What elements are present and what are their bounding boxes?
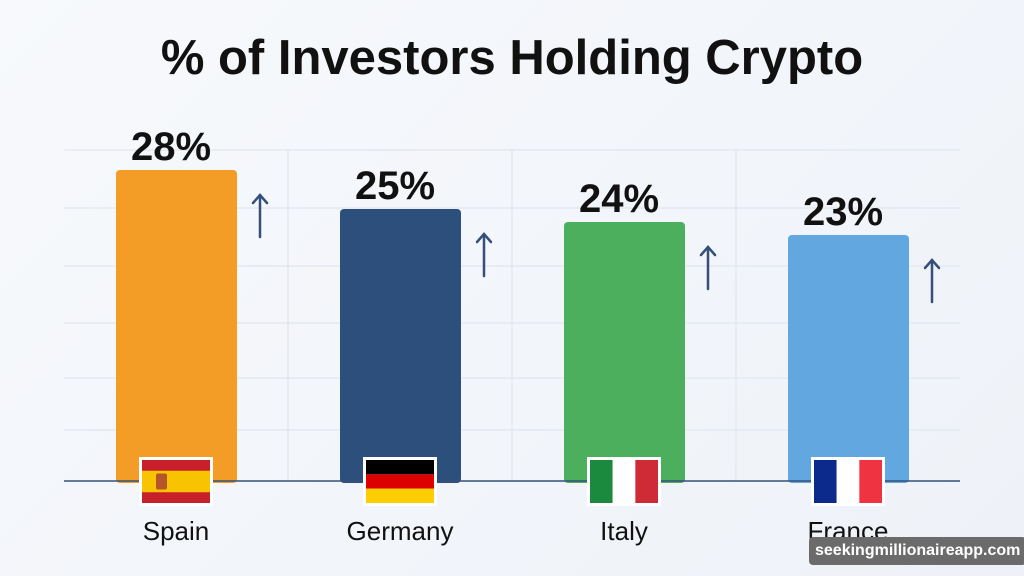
flag-stripe: [366, 460, 434, 475]
chart-title: % of Investors Holding Crypto: [160, 31, 864, 85]
flag-stripe: [366, 474, 434, 489]
arrow-head: [251, 193, 269, 205]
flag-stripe: [612, 460, 636, 503]
bar-germany: [340, 209, 461, 483]
flag-stripe: [590, 460, 613, 503]
bar-france: [788, 235, 909, 483]
coat-of-arms: [156, 473, 167, 490]
category-label: Spain: [143, 516, 210, 546]
arrow-up-icon: [251, 193, 269, 239]
arrow-up-icon: [475, 232, 493, 278]
arrow-head: [699, 245, 717, 257]
flag-stripe: [635, 460, 658, 503]
flag-stripe: [814, 460, 837, 503]
germany-flag: [363, 457, 437, 506]
arrow-head: [923, 258, 941, 270]
arrow-up-icon: [699, 245, 717, 291]
italy-flag: [587, 457, 661, 506]
category-label: Germany: [347, 516, 454, 546]
bar-italy: [564, 222, 685, 483]
arrow-head: [475, 232, 493, 244]
data-label: 23%: [803, 190, 883, 234]
arrow-up-icon: [923, 258, 941, 304]
data-label: 25%: [355, 164, 435, 208]
flag-stripe: [142, 470, 210, 493]
data-label: 28%: [131, 125, 211, 169]
bar-spain: [116, 170, 237, 483]
spain-flag: [139, 457, 213, 506]
flag-stripe: [366, 488, 434, 503]
flag-stripe: [859, 460, 882, 503]
data-label: 24%: [579, 177, 659, 221]
france-flag: [811, 457, 885, 506]
flag-stripe: [836, 460, 860, 503]
watermark: seekingmillionaireapp.com: [809, 537, 1024, 565]
category-label: Italy: [600, 516, 648, 546]
